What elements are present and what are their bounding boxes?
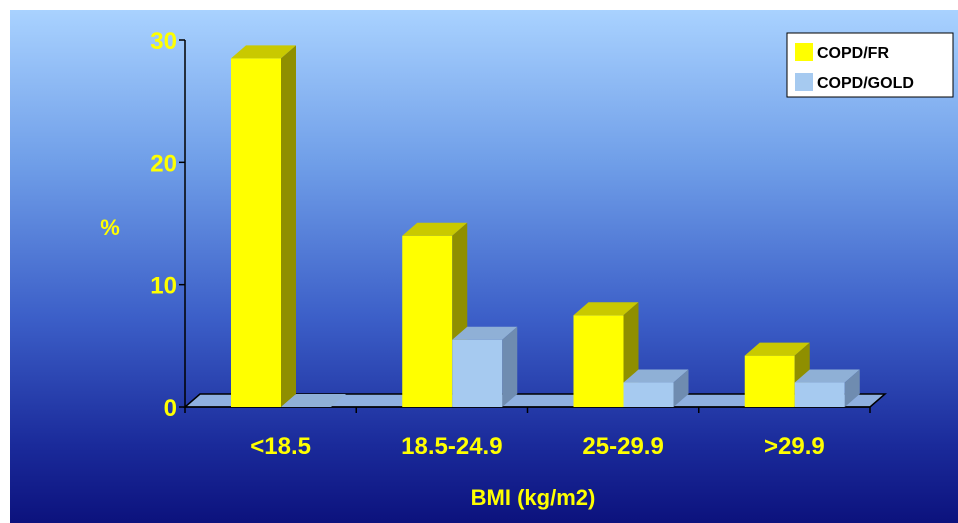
- x-tick-label: 18.5-24.9: [401, 433, 502, 460]
- bar-top: [231, 45, 296, 59]
- bar-top: [452, 326, 518, 340]
- bar-front: [744, 355, 795, 407]
- bar-front: [623, 382, 674, 407]
- bar-side: [502, 326, 518, 407]
- y-tick-label: 30: [150, 28, 177, 55]
- y-tick-label: 10: [150, 273, 177, 300]
- chart: 0 10 20 30% <18.5 18.5-24.9 25-29.9 >29.9 BMI (k…: [10, 10, 958, 523]
- y-tick-label: 20: [150, 150, 177, 177]
- bar-side: [673, 369, 689, 407]
- bar-top: [281, 394, 346, 407]
- bar-top: [623, 369, 689, 383]
- bar-front: [794, 382, 845, 407]
- legend-box: [786, 32, 954, 98]
- x-tick-label: 25-29.9: [582, 433, 663, 460]
- bar-top: [794, 369, 860, 383]
- bar-top: [744, 342, 810, 356]
- legend-swatch: [795, 73, 813, 91]
- bar-top: [402, 222, 468, 236]
- legend-swatch: [795, 43, 813, 61]
- bar-side: [844, 369, 860, 407]
- bar-front: [573, 315, 624, 407]
- x-axis-label: BMI (kg/m2): [471, 485, 596, 510]
- x-tick-label: <18.5: [250, 433, 311, 460]
- x-tick-label: >29.9: [764, 433, 825, 460]
- bar-front: [452, 339, 503, 407]
- y-tick-label: 0: [164, 395, 177, 422]
- legend-label: COPD/FR: [817, 45, 889, 62]
- bar-side: [281, 45, 296, 407]
- chart-svg: 0 10 20 30% <18.5 18.5-24.9 25-29.9 >29.9 BMI (k…: [100, 28, 954, 510]
- bar-top: [573, 302, 639, 316]
- y-axis-label: %: [100, 215, 120, 240]
- bar-front: [402, 235, 453, 407]
- legend-label: COPD/GOLD: [817, 75, 914, 92]
- bar-front: [231, 58, 281, 407]
